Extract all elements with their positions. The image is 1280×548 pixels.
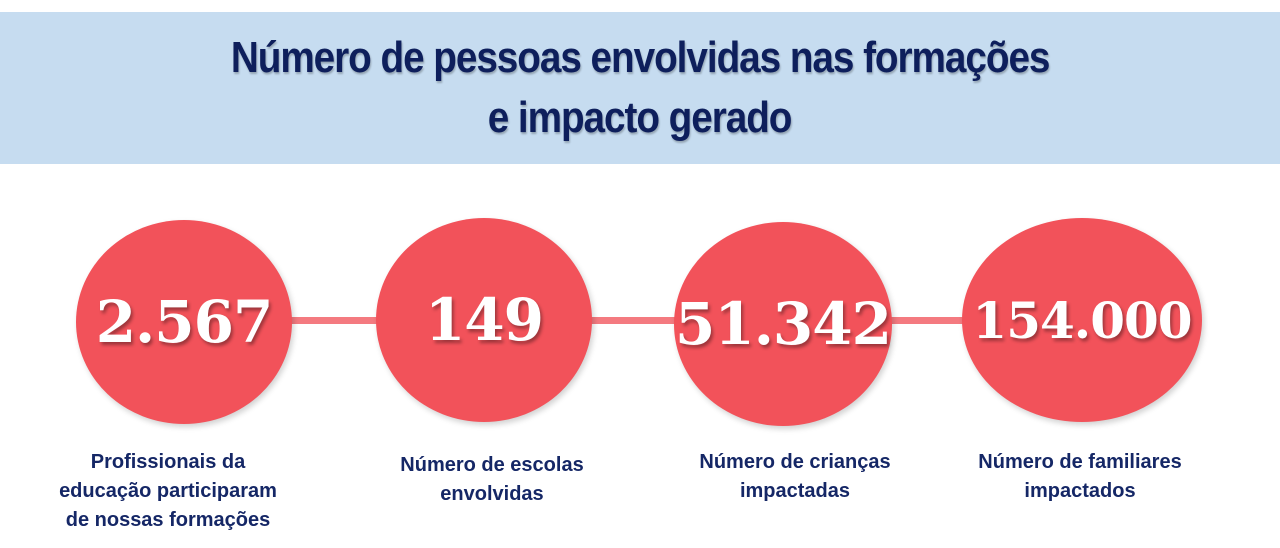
stat-label-professionals: Profissionais da educação participaram d… [38,448,298,535]
stat-label-line: Profissionais da [90,451,246,473]
stat-value-schools: 149 [424,286,544,354]
stat-label-line: Número de familiares [978,451,1182,473]
stat-label-line: de nossas formações [65,509,271,531]
stat-circle-families: 154.000 [962,218,1202,422]
stat-label-line: Número de crianças [699,451,891,473]
page-title-line-1: Número de pessoas envolvidas nas formaçõ… [230,33,1051,82]
stat-label-line: envolvidas [440,483,544,505]
stat-circle-children: 51.342 [674,222,892,426]
title-banner: Número de pessoas envolvidas nas formaçõ… [0,12,1280,164]
stat-label-line: Número de escolas [400,454,584,476]
stat-circle-professionals: 2.567 [76,220,292,424]
stat-circle-schools: 149 [376,218,592,422]
stat-label-line: impactadas [739,480,851,502]
page-title-line-2: e impacto gerado [488,93,793,142]
stat-value-professionals: 2.567 [95,288,274,356]
stat-label-children: Número de crianças impactadas [665,448,925,506]
stat-label-schools: Número de escolas envolvidas [362,451,622,509]
stat-label-families: Número de familiares impactados [950,448,1210,506]
stat-value-families: 154.000 [972,290,1192,350]
stat-label-line: educação participaram [59,480,277,502]
stat-value-children: 51.342 [675,290,892,358]
stat-label-line: impactados [1024,480,1136,502]
connector-line [260,317,1020,324]
